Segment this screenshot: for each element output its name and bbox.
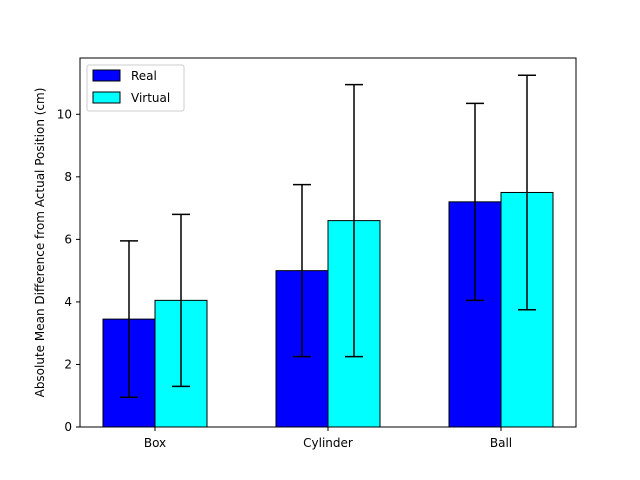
y-axis-ticks: 0 2 4 6 8 10 (57, 107, 80, 434)
x-tick-label-box: Box (144, 436, 166, 450)
x-tick-label-cylinder: Cylinder (303, 436, 353, 450)
error-bar-virtual-ball (518, 74, 536, 311)
legend: Real Virtual (86, 64, 185, 112)
x-axis-ticks: Box Cylinder Ball (144, 427, 512, 450)
legend-swatch-virtual (92, 91, 121, 104)
legend-label-real: Real (131, 69, 157, 83)
y-tick-label-6: 6 (64, 232, 72, 246)
error-bar-real-ball (466, 102, 484, 302)
y-tick-label-8: 8 (64, 170, 72, 184)
legend-swatch-real (92, 69, 121, 82)
plot-area (102, 74, 554, 428)
legend-label-virtual: Virtual (131, 91, 170, 105)
y-tick-label-10: 10 (57, 107, 72, 121)
y-axis-label: Absolute Mean Difference from Actual Pos… (33, 88, 47, 398)
error-bar-real-box (120, 240, 138, 399)
error-bar-virtual-box (172, 213, 190, 388)
y-tick-label-4: 4 (64, 295, 72, 309)
y-tick-label-2: 2 (64, 357, 72, 371)
error-bar-real-cylinder (293, 183, 311, 358)
error-bar-virtual-cylinder (345, 83, 363, 358)
x-tick-label-ball: Ball (490, 436, 512, 450)
y-tick-label-0: 0 (64, 420, 72, 434)
